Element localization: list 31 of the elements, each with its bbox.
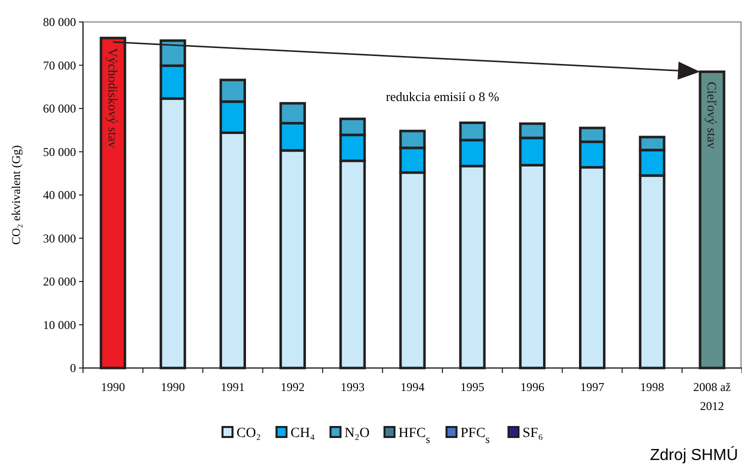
legend-label: PFC$_{s}$ [460, 426, 490, 446]
x-tick-label: 1994 [400, 380, 424, 394]
text: Zdroj SHMÚ [650, 446, 738, 464]
x-tick-label: 1997 [580, 380, 604, 394]
x-tick-label: 1998 [640, 380, 664, 394]
y-tick-label: 80 000 [43, 15, 76, 30]
legend-label: N₂O [344, 426, 370, 441]
legend-label: SF₆ [522, 426, 544, 441]
y-tick-label: 50 000 [43, 144, 76, 159]
y-tick-label: 0 [70, 361, 76, 376]
series-label: Cieľový stav [704, 82, 720, 150]
x-tick-label: 1996 [520, 380, 544, 394]
annotation: redukcia emisií o 8 % [386, 89, 500, 104]
y-tick-label: 30 000 [43, 231, 76, 246]
y-tick-label: 40 000 [43, 188, 76, 202]
series-label: Východiskový stav [105, 48, 120, 149]
x-tick-label: 1990 [160, 380, 185, 394]
x-tick-label: 1993 [340, 380, 365, 394]
y-axis-title: CO₂ ekvivalent (Gg) [9, 145, 23, 245]
x-tick-label: 1990 [100, 380, 125, 394]
x-tick-label: 2008 až 2012 [693, 380, 731, 413]
legend-label: HFC$_{s}$ [398, 426, 430, 446]
y-tick-label: 60 000 [43, 102, 76, 116]
x-tick-label: 1995 [460, 380, 484, 394]
y-tick-label: 10 000 [43, 318, 76, 332]
y-tick-label: 20 000 [43, 274, 76, 289]
legend-label: CH₄ [290, 426, 315, 441]
legend-label: CO₂ [236, 426, 261, 441]
x-tick-label: 1992 [280, 380, 305, 394]
y-tick-label: 70 000 [43, 58, 76, 72]
x-tick-label: 1991 [220, 380, 245, 394]
